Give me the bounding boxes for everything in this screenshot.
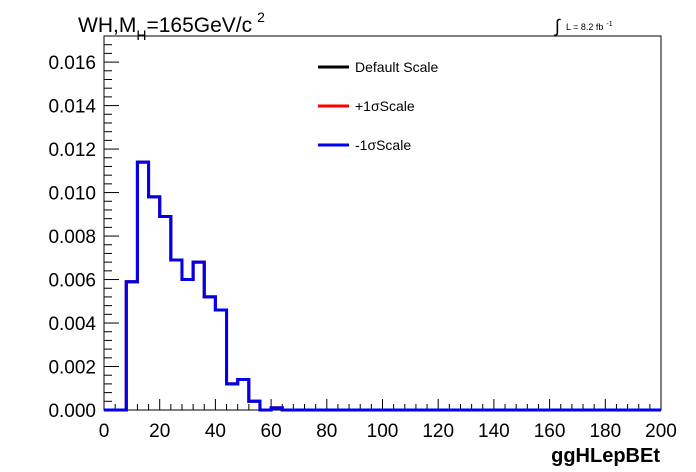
y-tick-label: 0.014 (48, 97, 96, 118)
series-line-2 (104, 160, 661, 412)
legend-label: +1σScale (355, 98, 415, 114)
x-tick-label: 60 (261, 421, 282, 442)
x-tick-label: 180 (589, 421, 621, 442)
chart-title: WH,MH=165GeV/c 2 (78, 9, 265, 43)
y-axis: 0.000 0.002 0.004 0.006 0.008 0.010 0.012 0.014… (48, 44, 119, 422)
integral-symbol: ∫ (553, 16, 561, 36)
y-tick-label: 0.016 (48, 53, 96, 74)
legend: Default Scale +1σScale -1σScale (318, 59, 438, 153)
x-tick-label: 20 (149, 421, 170, 442)
x-axis-label: ggHLepBEt (551, 445, 660, 467)
x-tick-label: 40 (205, 421, 226, 442)
x-tick-label: 200 (645, 421, 677, 442)
chart-title-subscript: H (136, 27, 146, 43)
x-tick-label: 140 (478, 421, 510, 442)
luminosity-label: ∫ L = 8.2 fb -1 (553, 16, 613, 36)
x-tick-label: 100 (367, 421, 399, 442)
y-tick-label: 0.002 (48, 358, 96, 379)
x-tick-label: 160 (534, 421, 566, 442)
y-tick-label: 0.010 (48, 184, 96, 205)
legend-label: -1σScale (355, 137, 411, 153)
x-tick-label: 0 (99, 421, 110, 442)
x-tick-label: 80 (316, 421, 337, 442)
series-group (104, 160, 661, 412)
chart-title-superscript: 2 (257, 9, 265, 25)
y-tick-label: 0.006 (48, 271, 96, 292)
x-tick-label: 120 (422, 421, 454, 442)
luminosity-superscript: -1 (606, 21, 612, 28)
y-tick-label: 0.000 (48, 401, 96, 422)
chart-title-main: WH,M (78, 14, 136, 37)
legend-label: Default Scale (355, 59, 438, 75)
luminosity-text: L = 8.2 fb (566, 22, 603, 32)
chart-title-rest: =165GeV/c (146, 14, 252, 37)
y-tick-label: 0.004 (48, 314, 96, 335)
y-tick-label: 0.008 (48, 227, 96, 248)
y-tick-label: 0.012 (48, 140, 96, 161)
